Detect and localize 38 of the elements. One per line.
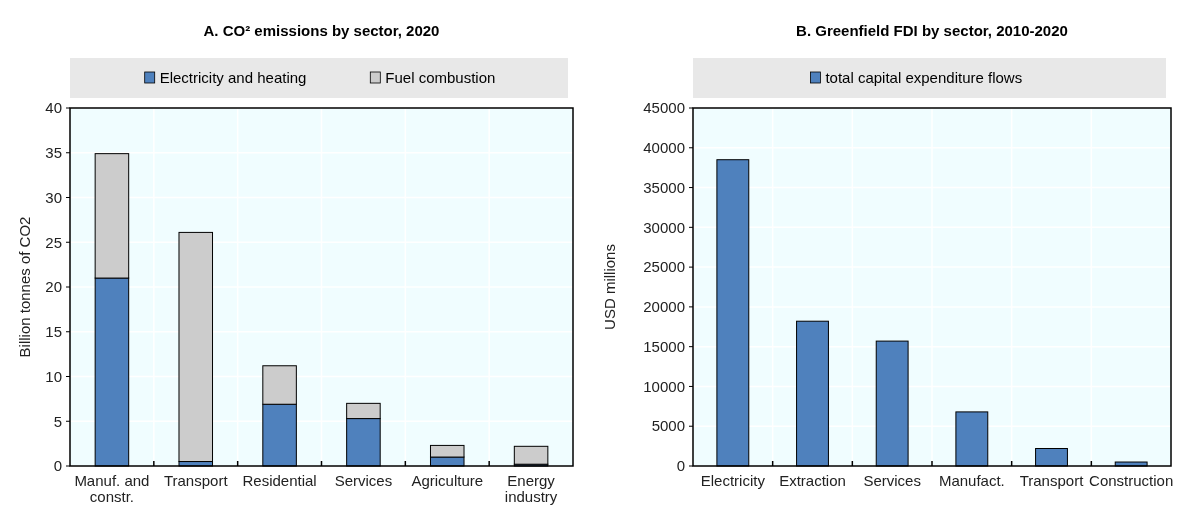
legend-label: Fuel combustion <box>385 69 496 86</box>
y-tick-label: 0 <box>676 457 685 475</box>
y-tick-label: 10 <box>45 367 62 385</box>
y-tick-label: 20000 <box>643 298 685 316</box>
x-tick-label: Residential <box>242 472 317 489</box>
y-tick-label: 15000 <box>643 337 685 355</box>
y-tick-label: 0 <box>53 457 62 475</box>
y-axis-title: Billion tonnes of CO2 <box>16 216 33 358</box>
y-tick-label: 40 <box>45 99 62 117</box>
x-tick-label: Agriculture <box>411 472 484 489</box>
legend-label: total capital expenditure flows <box>825 69 1023 86</box>
legend-label: Electricity and heating <box>159 69 307 86</box>
y-tick-label: 35000 <box>643 178 685 196</box>
y-axis-title: USD millions <box>601 244 618 330</box>
x-tick-label: Construction <box>1089 472 1174 489</box>
y-tick-label: 15 <box>45 323 62 340</box>
x-tick-label: Extraction <box>779 472 846 489</box>
chart-title: A. CO² emissions by sector, 2020 <box>203 22 440 39</box>
y-tick-label: 30 <box>45 188 62 206</box>
x-tick-label: Electricity <box>700 472 766 489</box>
y-tick-label: 30000 <box>643 218 685 236</box>
y-tick-label: 10000 <box>643 377 685 395</box>
y-tick-label: 20 <box>45 278 62 296</box>
y-tick-label: 35 <box>45 144 62 161</box>
y-tick-label: 40000 <box>643 139 685 157</box>
x-tick-label: Services <box>863 472 921 489</box>
chart-title: B. Greenfield FDI by sector, 2010-2020 <box>796 22 1068 39</box>
y-tick-label: 25 <box>45 233 62 251</box>
y-tick-label: 5000 <box>651 417 685 435</box>
x-tick-label: Energy industry <box>504 472 558 505</box>
y-tick-label: 5 <box>53 412 62 430</box>
y-tick-label: 45000 <box>643 99 685 117</box>
x-tick-label: Services <box>334 472 393 489</box>
x-tick-label: Transport <box>1019 472 1085 489</box>
x-tick-label: Manufact. <box>938 472 1005 489</box>
x-tick-label: Transport <box>163 472 229 489</box>
x-tick-label: Manuf. and constr. <box>74 472 150 505</box>
y-tick-label: 25000 <box>643 258 685 276</box>
